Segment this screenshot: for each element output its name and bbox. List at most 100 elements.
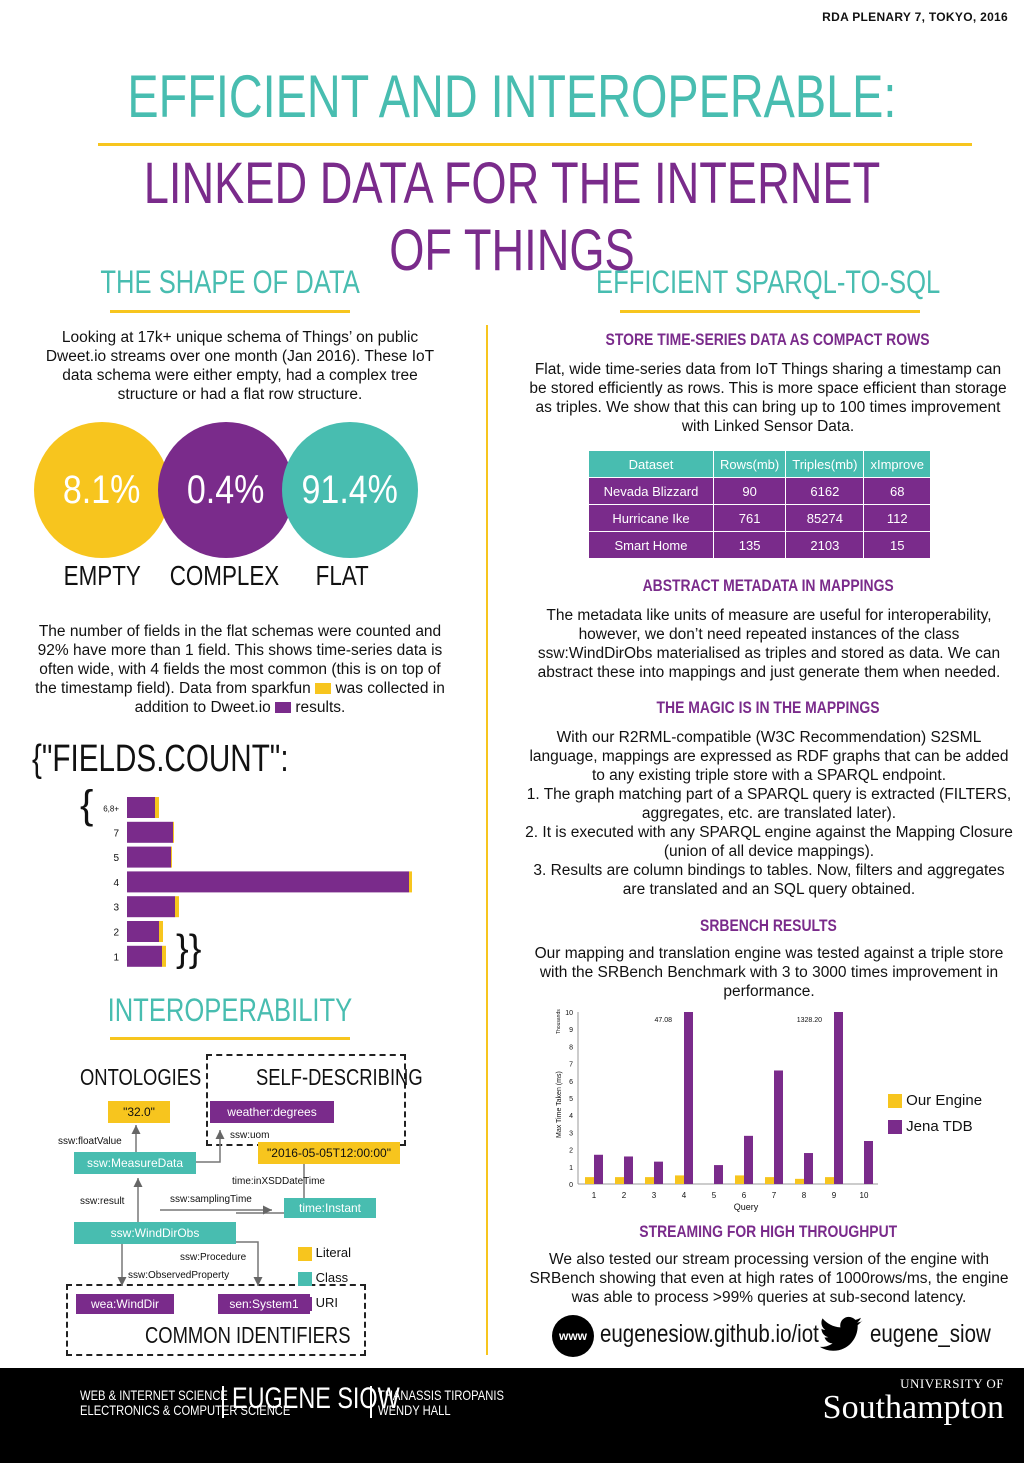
twitter-handle[interactable]: eugene_siow — [870, 1320, 991, 1348]
fields-bar-sparkfun — [159, 921, 163, 942]
srbench-y-tick: 1 — [569, 1165, 573, 1172]
fields-heading: {"FIELDS.COUNT": — [32, 738, 289, 780]
srbench-bar-our-engine — [585, 1177, 594, 1184]
srbench-heading: SRBENCH RESULTS — [699, 916, 837, 935]
srbench-x-tick: 7 — [772, 1191, 777, 1200]
table-cell: 6162 — [785, 477, 865, 505]
university-logo: UNIVERSITY OF Southampton — [822, 1376, 1004, 1426]
title-line-1: EFFICIENT AND INTEROPERABLE: — [127, 63, 897, 130]
edge-procedure: ssw:Procedure — [180, 1252, 247, 1263]
srbench-x-tick: 2 — [622, 1191, 627, 1200]
edge-uom: ssw:uom — [230, 1130, 270, 1141]
diagram-legend: Literal Class URI — [298, 1240, 351, 1315]
sparkfun-swatch — [315, 683, 332, 695]
fields-tick-label: 2 — [113, 928, 119, 939]
uni-big: Southampton — [822, 1389, 1004, 1426]
website-link[interactable]: eugenesiow.github.io/iot — [600, 1320, 819, 1348]
srbench-y-tick: 10 — [565, 1010, 573, 1017]
legend-jena: Jena TDB — [888, 1114, 982, 1140]
interop-underline — [110, 1037, 350, 1040]
fields-tick-label: 7 — [113, 828, 119, 839]
node-wind-dir-obs: ssw:WindDirObs — [74, 1222, 236, 1244]
col-ximprove: xImprove — [863, 450, 931, 478]
fields-bar-dweet — [127, 921, 159, 942]
table-cell: Hurricane Ike — [588, 504, 714, 532]
magic-step-2: 2. It is executed with any SPARQL engine… — [525, 824, 1013, 860]
srbench-annotation: 1328.20 — [797, 1017, 822, 1024]
table-cell: 15 — [863, 531, 931, 559]
sparql-underline — [620, 310, 920, 313]
fields-bar-dweet — [127, 846, 171, 868]
srbench-x-label: Query — [734, 1202, 759, 1212]
srbench-y-tick: 9 — [569, 1027, 573, 1034]
edge-result: ssw:result — [80, 1196, 125, 1207]
ontologies-label: ONTOLOGIES — [80, 1064, 202, 1090]
table-row: Nevada Blizzard 90 6162 68 — [588, 477, 931, 505]
srbench-y-tick: 5 — [569, 1096, 573, 1103]
footer-departments: WEB & INTERNET SCIENCE ELECTRONICS & COM… — [46, 1387, 290, 1418]
table-cell: 2103 — [785, 531, 865, 559]
fields-bar-sparkfun — [173, 821, 174, 843]
srbench-bar-our-engine — [645, 1177, 654, 1184]
table-cell: 112 — [863, 504, 931, 532]
node-weather-degrees: weather:degrees — [210, 1101, 334, 1123]
srbench-bar-our-engine — [765, 1177, 774, 1184]
table-cell: Smart Home — [588, 531, 714, 559]
streaming-text: We also tested our stream processing ver… — [529, 1251, 1009, 1306]
srbench-x-tick: 10 — [860, 1191, 869, 1200]
legend-uri: URI — [298, 1290, 351, 1315]
srbench-y-unit: Thousands — [556, 1009, 562, 1034]
globe-icon: www — [552, 1315, 594, 1357]
edge-sampling-time: ssw:samplingTime — [170, 1194, 252, 1205]
srbench-chart: 0 1 2 3 4 5 6 7 8 9 10 Max Time Taken (ms) Thousands… — [556, 1009, 878, 1212]
fields-text: The number of fields in the flat schemas… — [35, 623, 445, 716]
srbench-bar-jena — [714, 1165, 723, 1184]
common-identifiers-box — [66, 1284, 366, 1356]
store-text: Flat, wide time-series data from IoT Thi… — [529, 361, 1007, 435]
srbench-bar-jena — [804, 1153, 813, 1184]
legend-our-engine: Our Engine — [888, 1088, 982, 1114]
label-empty: EMPTY — [63, 560, 141, 591]
srbench-y-label: Max Time Taken (ms) — [556, 1071, 563, 1138]
streaming-heading: STREAMING FOR HIGH THROUGHPUT — [639, 1222, 897, 1241]
node-system: sen:System1 — [218, 1294, 310, 1314]
srbench-y-tick: 2 — [569, 1148, 573, 1155]
srbench-y-tick: 4 — [569, 1113, 573, 1120]
fields-bar-dweet — [127, 945, 162, 967]
column-divider — [486, 325, 488, 1355]
srbench-bar-our-engine — [615, 1177, 624, 1184]
circle-empty: 8.1% — [34, 422, 170, 558]
col-triples: Triples(mb) — [785, 450, 865, 478]
srbench-x-tick: 6 — [742, 1191, 747, 1200]
srbench-legend: Our Engine Jena TDB — [888, 1088, 982, 1140]
fields-tick-label: 5 — [113, 853, 119, 864]
node-32: "32.0" — [108, 1101, 170, 1123]
circle-flat: 91.4% — [282, 422, 418, 558]
edge-in-xsd: time:inXSDDateTime — [232, 1176, 325, 1187]
common-identifiers-label: COMMON IDENTIFIERS — [145, 1322, 351, 1348]
fields-tick-label: 6,8+ — [103, 805, 119, 814]
srbench-text: Our mapping and translation engine was t… — [534, 945, 1004, 1000]
srbench-bar-jena — [864, 1141, 873, 1184]
title-line-2: LINKED DATA FOR THE INTERNET OF THINGS — [143, 151, 881, 283]
srbench-bar-jena — [684, 1012, 693, 1184]
edge-observed-property: ssw:ObservedProperty — [128, 1270, 230, 1281]
node-wind-dir: wea:WindDir — [76, 1294, 174, 1314]
table-cell: 135 — [712, 531, 787, 559]
srbench-x-tick: 9 — [832, 1191, 837, 1200]
table-header-row: Dataset Rows(mb) Triples(mb) xImprove — [588, 450, 931, 478]
table-cell: Nevada Blizzard — [588, 477, 714, 505]
store-heading: STORE TIME-SERIES DATA AS COMPACT ROWS — [605, 330, 930, 349]
label-flat: FLAT — [315, 560, 369, 591]
srbench-y-tick: 7 — [569, 1062, 573, 1069]
abstract-heading: ABSTRACT METADATA IN MAPPINGS — [642, 576, 894, 595]
srbench-bar-jena — [654, 1161, 663, 1184]
interop-heading: INTEROPERABILITY — [107, 992, 353, 1028]
fields-bar-sparkfun — [162, 945, 166, 967]
fields-bar-sparkfun — [409, 871, 412, 893]
dept-web-science: WEB & INTERNET SCIENCE — [80, 1387, 228, 1403]
close-brace: }} — [176, 928, 202, 970]
srbench-bar-jena — [774, 1070, 783, 1184]
legend-class: Class — [298, 1265, 351, 1290]
col-rows: Rows(mb) — [712, 450, 787, 478]
